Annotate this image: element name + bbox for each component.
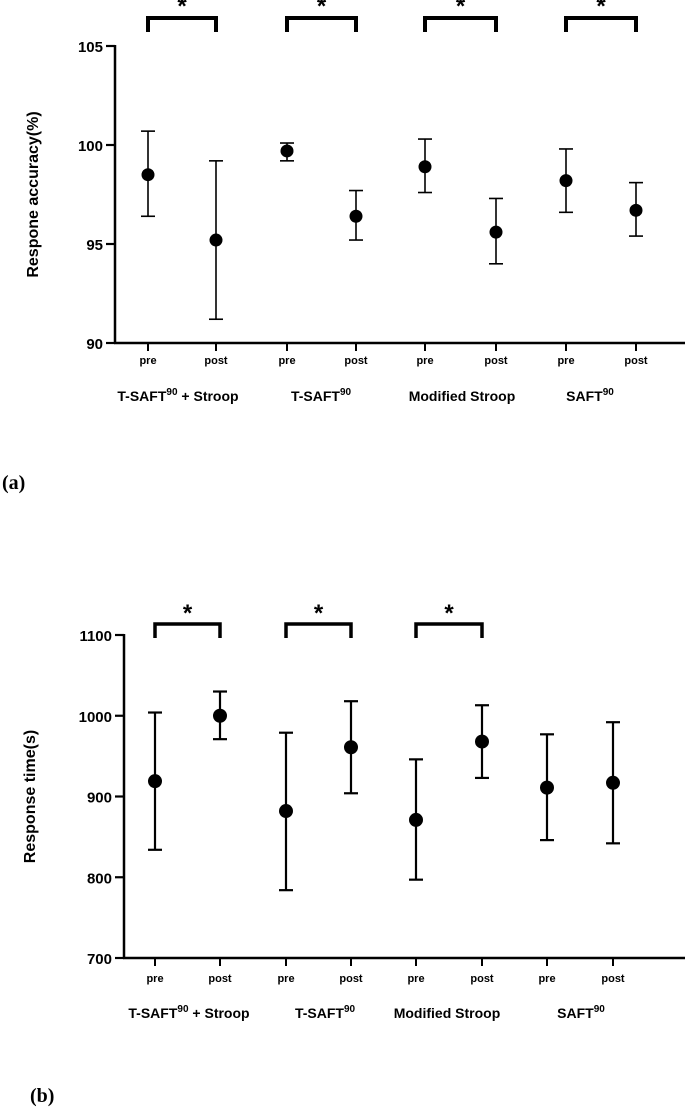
x-tick-label: pre bbox=[146, 973, 163, 985]
y-axis-label: Response time(s) bbox=[22, 730, 39, 863]
significance-bracket bbox=[564, 16, 638, 32]
group-label: T-SAFT90 + Stroop bbox=[128, 1004, 249, 1021]
y-tick-label: 1100 bbox=[79, 628, 112, 645]
significance-bracket bbox=[414, 622, 484, 638]
data-point bbox=[489, 225, 503, 239]
x-tick-label: post bbox=[601, 973, 625, 985]
group-label: T-SAFT90 + Stroop bbox=[117, 387, 238, 404]
y-axis-label: Respone accuracy(%) bbox=[25, 111, 42, 277]
x-tick-label: pre bbox=[416, 355, 433, 367]
y-tick-label: 900 bbox=[87, 790, 112, 807]
data-point bbox=[209, 233, 223, 247]
y-tick-label: 105 bbox=[78, 39, 103, 56]
significance-star: * bbox=[177, 0, 187, 20]
y-tick-label: 100 bbox=[78, 138, 103, 155]
data-point bbox=[148, 774, 162, 789]
significance-bracket bbox=[153, 622, 222, 638]
group-label: Modified Stroop bbox=[409, 388, 516, 404]
data-point bbox=[559, 174, 573, 188]
significance-bracket bbox=[284, 622, 353, 638]
y-tick-label: 700 bbox=[87, 951, 112, 968]
significance-star: * bbox=[314, 600, 324, 627]
chart-a: 90 95 100 105 pre post pre post pre post pre post T-… bbox=[25, 0, 685, 404]
data-point bbox=[141, 168, 155, 182]
significance-star: * bbox=[183, 600, 193, 627]
data-point bbox=[475, 734, 489, 749]
data-point bbox=[540, 780, 554, 795]
group-label: SAFT90 bbox=[566, 387, 614, 404]
x-tick-label: pre bbox=[277, 973, 294, 985]
y-tick-label: 800 bbox=[87, 870, 112, 887]
group-label: SAFT90 bbox=[557, 1004, 605, 1021]
group-label: Modified Stroop bbox=[394, 1005, 501, 1021]
x-tick-label: pre bbox=[407, 973, 424, 985]
x-tick-label: post bbox=[339, 973, 363, 985]
data-point bbox=[349, 209, 363, 223]
significance-bracket bbox=[285, 16, 358, 32]
group-label: T-SAFT90 bbox=[291, 387, 352, 404]
significance-star: * bbox=[456, 0, 466, 20]
group-label: T-SAFT90 bbox=[295, 1004, 356, 1021]
significance-bracket bbox=[423, 16, 498, 32]
x-tick-label: pre bbox=[278, 355, 295, 367]
chart-b: 700 800 900 1000 1100 pre post pre post pre post pr… bbox=[22, 600, 685, 1021]
data-point bbox=[606, 775, 620, 790]
x-tick-label: pre bbox=[538, 973, 555, 985]
x-tick-label: post bbox=[204, 355, 228, 367]
significance-star: * bbox=[444, 600, 454, 627]
x-tick-label: post bbox=[208, 973, 232, 985]
data-point bbox=[418, 160, 432, 174]
x-tick-label: pre bbox=[557, 355, 574, 367]
data-point bbox=[344, 740, 358, 755]
data-point bbox=[280, 144, 294, 158]
x-tick-label: post bbox=[484, 355, 508, 367]
x-tick-label: post bbox=[344, 355, 368, 367]
significance-bracket bbox=[146, 16, 218, 32]
y-tick-label: 1000 bbox=[79, 709, 112, 726]
panel-label-b: (b) bbox=[30, 1085, 55, 1107]
significance-star: * bbox=[317, 0, 327, 20]
data-point bbox=[213, 708, 227, 723]
x-tick-label: post bbox=[470, 973, 494, 985]
significance-star: * bbox=[596, 0, 606, 20]
data-point bbox=[279, 804, 293, 819]
data-point bbox=[409, 812, 423, 827]
data-point bbox=[629, 203, 643, 217]
x-tick-label: post bbox=[624, 355, 648, 367]
x-tick-label: pre bbox=[139, 355, 156, 367]
y-tick-label: 95 bbox=[86, 237, 103, 254]
y-tick-label: 90 bbox=[86, 336, 103, 353]
panel-label-a: (a) bbox=[2, 472, 26, 494]
